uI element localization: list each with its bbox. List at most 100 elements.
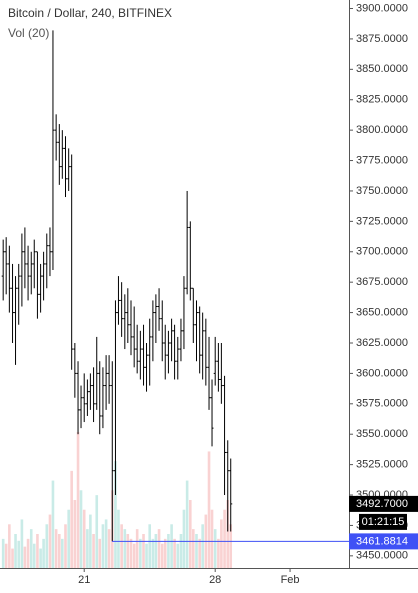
volume-bar [176, 543, 180, 568]
volume-bar [8, 524, 11, 568]
volume-bar [23, 546, 27, 568]
y-tick-label: 3550.0000 [356, 428, 408, 440]
volume-bar [217, 538, 220, 568]
volume-bar [67, 509, 70, 568]
countdown-box [359, 513, 407, 530]
volume-bar [151, 538, 155, 568]
volume-bar [107, 529, 111, 568]
volume-bar [36, 534, 39, 568]
y-tick-label: 3675.0000 [356, 276, 408, 288]
y-tick-label: 3825.0000 [356, 94, 408, 106]
volume-bar [157, 529, 161, 568]
volume-bar [79, 490, 83, 568]
volume-bar [117, 509, 120, 568]
volume-bar [1, 538, 5, 568]
volume-bar [198, 538, 201, 568]
volume-bar [145, 543, 148, 568]
price-layer [1, 30, 233, 542]
volume-bar [229, 524, 233, 568]
volume-bar [129, 538, 133, 568]
volume-bar [126, 534, 130, 568]
y-tick-label: 3700.0000 [356, 246, 408, 258]
volume-bar [29, 529, 33, 568]
volume-bar [170, 524, 173, 568]
volume-bar [51, 480, 55, 568]
y-tick-label: 3525.0000 [356, 459, 408, 471]
volume-bar [58, 534, 61, 568]
volume-bar [11, 548, 14, 568]
volume-bar [48, 514, 52, 568]
volume-bar [220, 519, 223, 568]
y-tick-label: 3850.0000 [356, 63, 408, 75]
volume-bar [86, 529, 89, 568]
volume-bar [20, 519, 24, 568]
volume-indicator: Vol (20) [8, 26, 49, 40]
volume-bar [210, 509, 214, 568]
volume-bar [82, 509, 86, 568]
volume-bar [148, 524, 152, 568]
volume-layer [1, 432, 233, 568]
volume-bar [185, 480, 189, 568]
volume-bar [160, 543, 164, 568]
volume-bar [139, 538, 142, 568]
last-price-label: 3492.7000 [356, 498, 408, 510]
volume-bar [123, 529, 127, 568]
volume-bar [173, 538, 176, 568]
volume-bar [223, 509, 226, 568]
volume-bar [132, 543, 136, 568]
volume-bar [189, 500, 192, 568]
volume-bar [167, 534, 170, 568]
volume-bar [213, 529, 217, 568]
volume-bar [120, 524, 123, 568]
volume-bar [192, 529, 195, 568]
volume-bar [95, 495, 99, 568]
x-tick-label: 21 [78, 574, 90, 586]
volume-bar [201, 524, 204, 568]
last-price-box [349, 495, 418, 512]
volume-bar [163, 538, 167, 568]
volume-bar [64, 524, 67, 568]
volume-bar [26, 538, 30, 568]
y-tick-label: 3900.0000 [356, 2, 408, 14]
volume-bar [39, 548, 42, 568]
volume-bar [207, 451, 211, 568]
volume-bar [154, 534, 158, 568]
y-tick-label: 3725.0000 [356, 215, 408, 227]
axis-layer: 3450.00003475.00003500.00003525.00003550… [78, 2, 418, 586]
volume-bar [114, 461, 117, 568]
volume-bar [182, 509, 186, 568]
volume-bar [45, 524, 49, 568]
volume-bar [179, 534, 183, 568]
y-tick-label: 3625.0000 [356, 337, 408, 349]
x-tick-label: 28 [209, 574, 221, 586]
y-tick-label: 3875.0000 [356, 33, 408, 45]
volume-bar [98, 538, 102, 568]
volume-bar [76, 432, 80, 568]
y-tick-label: 3600.0000 [356, 367, 408, 379]
volume-bar [142, 534, 145, 568]
volume-bar [70, 470, 73, 568]
price-line-box [349, 533, 418, 550]
volume-bar [61, 538, 64, 568]
volume-bar [73, 500, 77, 568]
volume-bar [104, 519, 108, 568]
volume-bar [17, 540, 21, 568]
y-tick-label: 3575.0000 [356, 398, 408, 410]
y-tick-label: 3775.0000 [356, 154, 408, 166]
volume-bar [32, 543, 36, 568]
x-tick-label: Feb [281, 574, 300, 586]
price-line-label: 3461.8814 [356, 535, 408, 547]
y-tick-label: 3450.0000 [356, 550, 408, 562]
volume-bar [14, 534, 17, 568]
volume-bar [226, 500, 230, 568]
volume-bar [4, 543, 8, 568]
volume-bar [89, 514, 92, 568]
volume-bar [101, 524, 105, 568]
y-tick-label: 3650.0000 [356, 306, 408, 318]
volume-bar [135, 529, 139, 568]
y-tick-label: 3800.0000 [356, 124, 408, 136]
volume-bar [92, 534, 95, 568]
volume-bar [195, 534, 198, 568]
volume-bar [42, 538, 45, 568]
